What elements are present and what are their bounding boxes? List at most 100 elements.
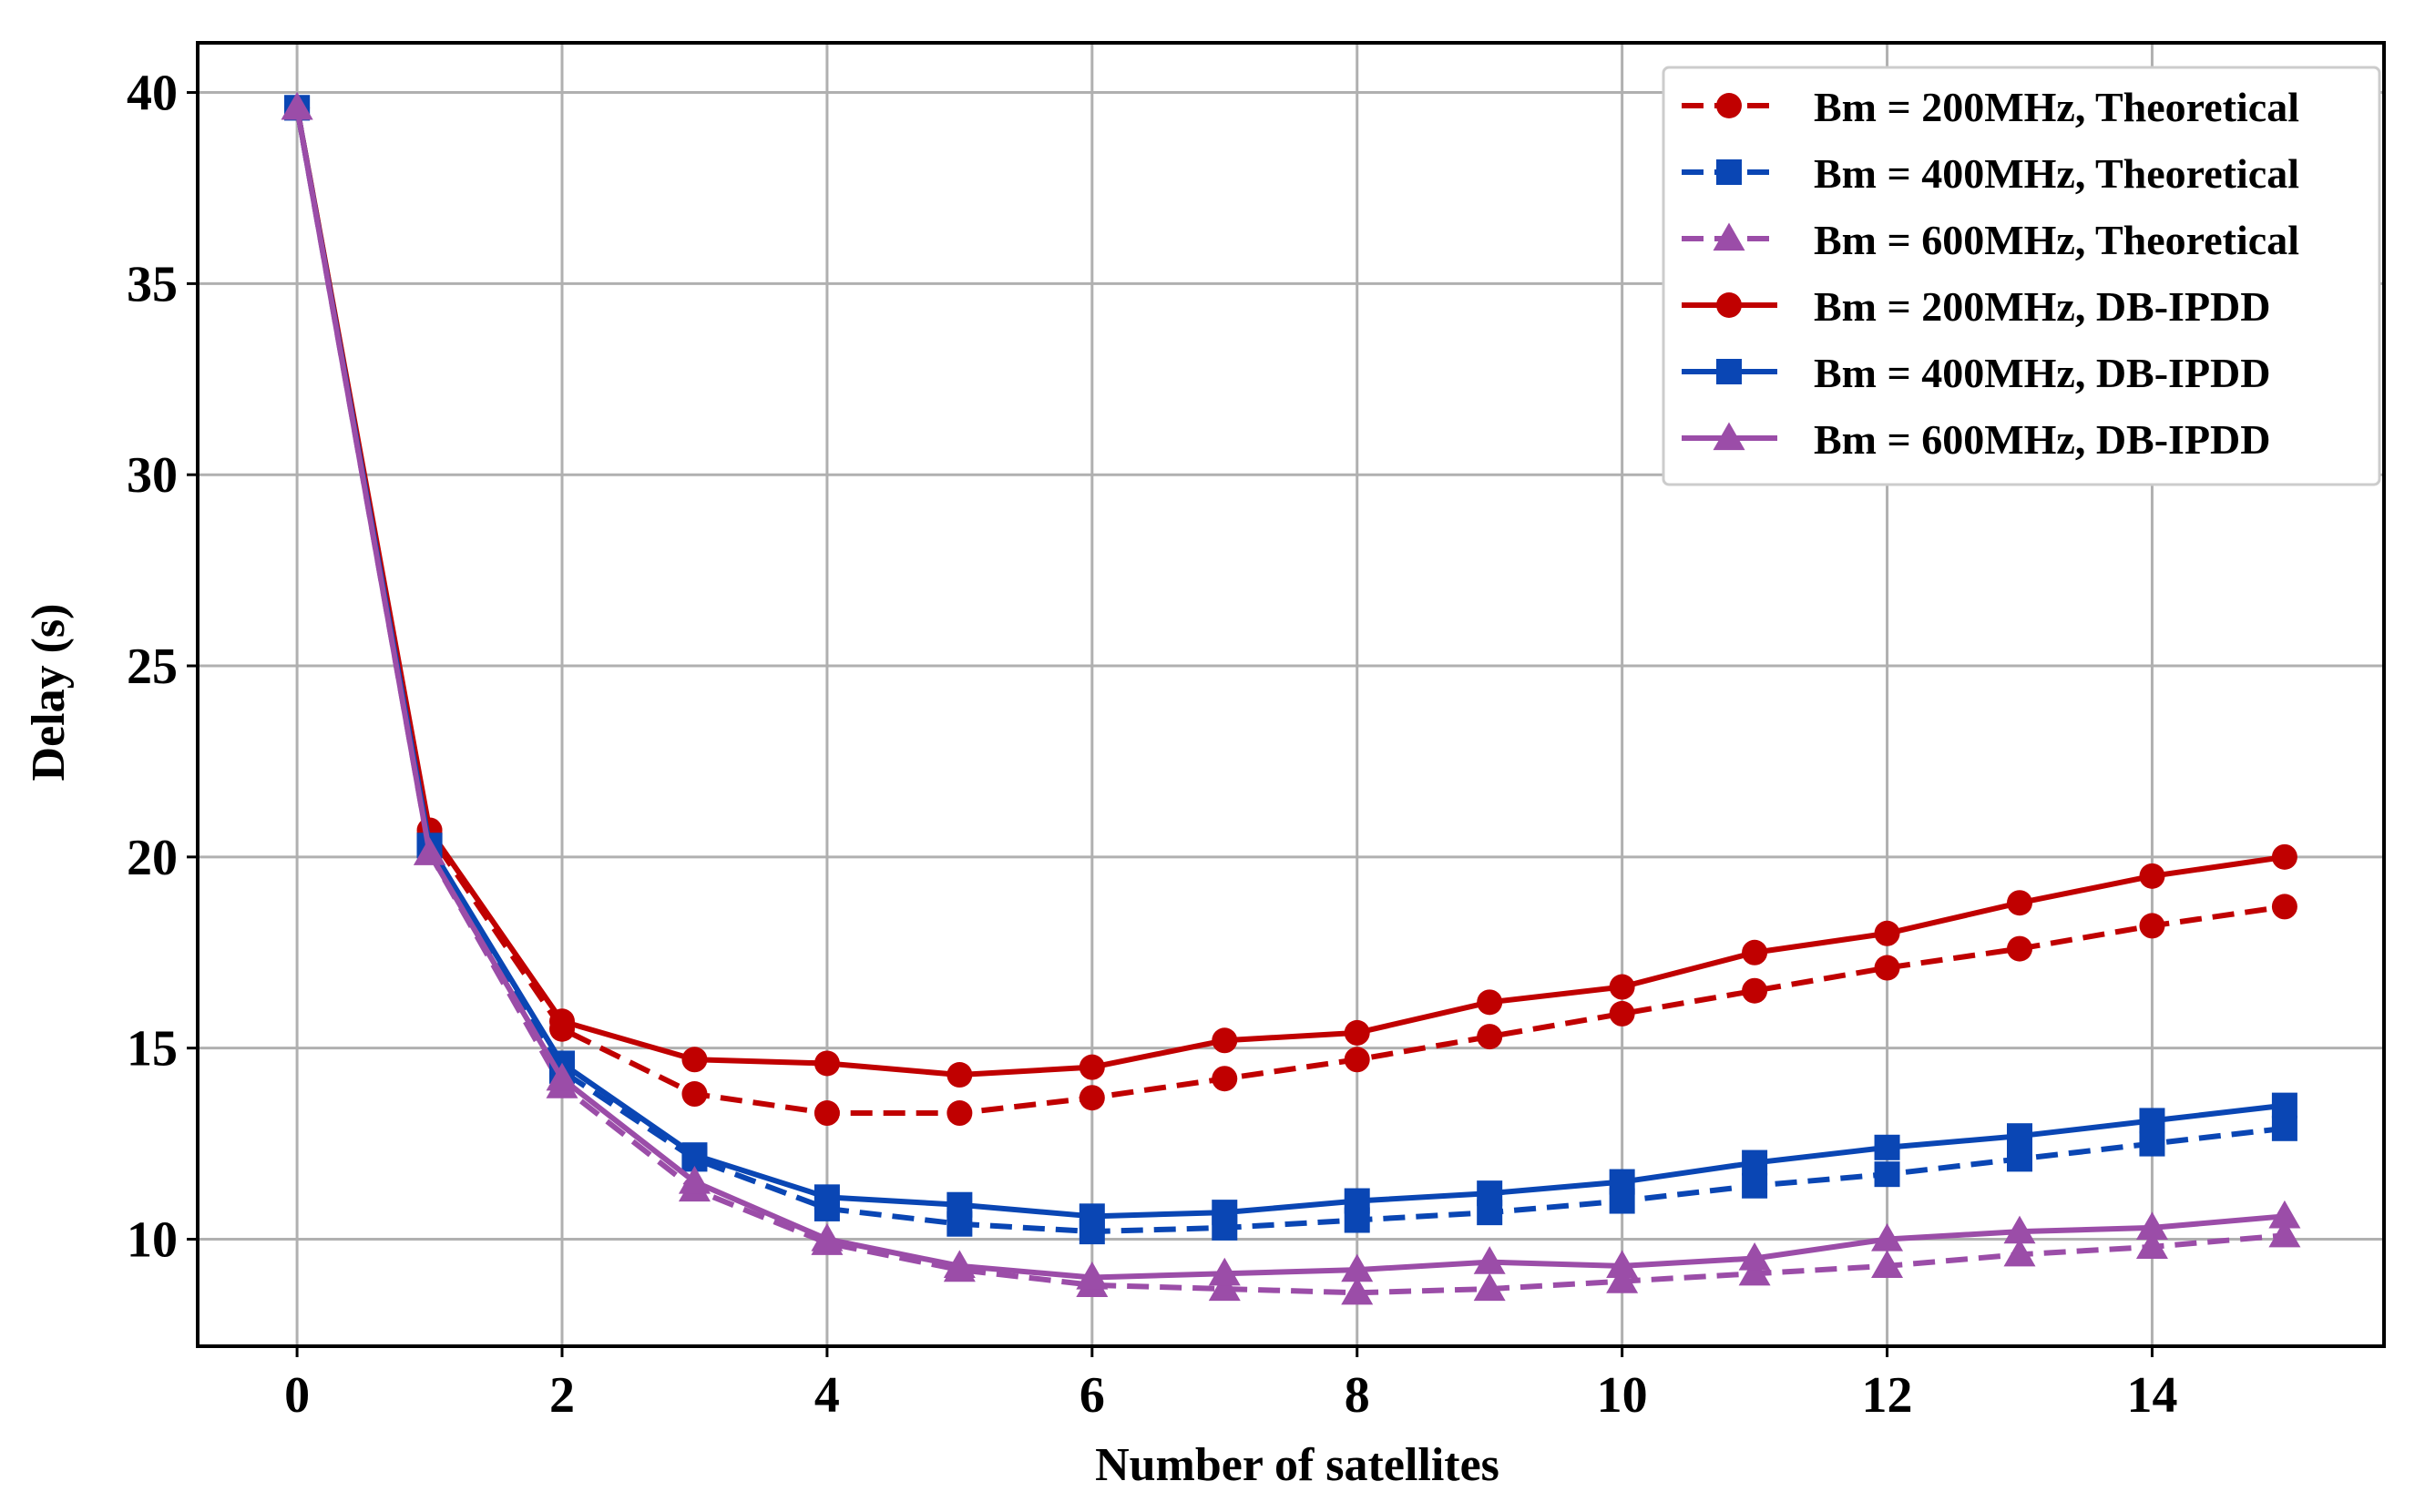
data-point-triangle (1871, 1222, 1904, 1251)
legend-entry: Bm = 600MHz, DB-IPDD (1682, 416, 2271, 463)
data-point-circle (1344, 1047, 1370, 1073)
data-point-triangle (1713, 222, 1745, 251)
y-tick-label: 30 (127, 447, 178, 504)
data-point-circle (2007, 935, 2032, 962)
x-axis-label: Number of satellites (1095, 1439, 1499, 1491)
legend-entry: Bm = 200MHz, DB-IPDD (1682, 283, 2271, 330)
x-tick-label: 12 (1862, 1367, 1913, 1424)
data-point-triangle (2135, 1231, 2168, 1260)
y-tick-label: 15 (127, 1021, 178, 1078)
legend-label: Bm = 200MHz, Theoretical (1814, 84, 2299, 130)
data-point-square (1742, 1149, 1768, 1176)
series-line (294, 107, 2286, 1296)
x-tick-label: 0 (284, 1367, 310, 1424)
y-tick-label: 20 (127, 830, 178, 886)
series-line (294, 107, 2286, 1235)
y-tick-label: 25 (127, 639, 178, 695)
data-point-circle (1609, 1000, 1635, 1027)
data-point-circle (1079, 1054, 1105, 1080)
y-tick-label: 10 (127, 1211, 178, 1268)
series-line (294, 107, 2286, 1281)
data-point-triangle (2135, 1211, 2168, 1241)
data-point-triangle (1606, 1250, 1639, 1278)
legend-entry: Bm = 400MHz, DB-IPDD (1682, 350, 2271, 396)
data-point-circle (549, 1008, 575, 1035)
x-tick-label: 14 (2126, 1367, 2177, 1424)
data-point-circle (2271, 894, 2297, 920)
legend-entry: Bm = 600MHz, Theoretical (1682, 217, 2299, 263)
data-point-triangle (678, 1166, 711, 1194)
data-point-square (2139, 1130, 2165, 1157)
x-tick-label: 2 (549, 1367, 575, 1424)
data-point-circle (1874, 955, 1900, 981)
data-point-square (2139, 1108, 2165, 1134)
data-point-circle (1477, 989, 1503, 1016)
series-line (294, 107, 2286, 1117)
data-point-square (1344, 1188, 1370, 1214)
data-point-square (1874, 1134, 1900, 1160)
data-point-triangle (546, 1062, 578, 1091)
data-point-triangle (1738, 1257, 1771, 1286)
legend-label: Bm = 600MHz, Theoretical (1814, 217, 2299, 263)
data-point-square (2271, 1092, 2297, 1119)
y-tick-label: 35 (127, 256, 178, 312)
data-point-triangle (1208, 1257, 1241, 1286)
data-point-circle (1079, 1085, 1105, 1111)
data-point-square (1716, 359, 1742, 384)
data-point-triangle (1341, 1276, 1374, 1305)
series-line (294, 107, 2286, 1220)
data-point-triangle (1473, 1246, 1506, 1274)
legend: Bm = 200MHz, Theoretical Bm = 400MHz, The… (1662, 66, 2381, 486)
plot-frame (196, 41, 2386, 1348)
data-point-circle (1716, 292, 1742, 318)
data-point-circle (1212, 1066, 1238, 1092)
data-point-circle (1742, 977, 1768, 1004)
data-point-triangle (1606, 1265, 1639, 1293)
data-point-square (1874, 1161, 1900, 1188)
legend-label: Bm = 400MHz, DB-IPDD (1814, 350, 2271, 396)
x-tick-label: 10 (1597, 1367, 1648, 1424)
data-point-square (1716, 159, 1742, 185)
data-point-square (813, 1184, 840, 1211)
data-point-triangle (1208, 1272, 1241, 1302)
data-point-circle (813, 1100, 840, 1127)
data-point-triangle (1473, 1272, 1506, 1302)
data-point-circle (1212, 1027, 1238, 1054)
data-point-triangle (1871, 1250, 1904, 1278)
series-group (281, 91, 2301, 1305)
data-point-triangle (414, 837, 446, 865)
data-point-circle (2271, 843, 2297, 870)
data-point-triangle (281, 91, 313, 120)
series-4 (284, 95, 2297, 1088)
data-point-square (2007, 1123, 2032, 1149)
series-1 (284, 95, 2297, 1127)
data-point-circle (946, 1062, 973, 1088)
data-point-circle (681, 1047, 708, 1073)
data-point-circle (946, 1100, 973, 1127)
y-axis-label: Delay (s) (23, 604, 75, 782)
data-point-square (681, 1142, 708, 1169)
data-point-triangle (1076, 1261, 1109, 1290)
data-point-circle (1874, 920, 1900, 946)
data-point-square (2007, 1146, 2032, 1172)
data-point-triangle (943, 1250, 976, 1278)
data-point-circle (1716, 93, 1742, 118)
axis-ticks: 0 2 4 6 8 10 12 14 10 15 20 25 30 35 40 (127, 66, 2177, 1424)
x-tick-label: 4 (814, 1367, 840, 1424)
data-point-square (1609, 1169, 1635, 1195)
data-point-circle (1344, 1019, 1370, 1046)
data-point-circle (2007, 890, 2032, 916)
data-point-circle (1609, 974, 1635, 1000)
legend-entry: Bm = 200MHz, Theoretical (1682, 84, 2299, 130)
data-point-circle (2139, 913, 2165, 939)
data-point-circle (813, 1050, 840, 1077)
data-point-triangle (1713, 422, 1745, 451)
data-point-square (1079, 1203, 1105, 1230)
series-6 (281, 91, 2301, 1290)
data-point-triangle (1738, 1241, 1771, 1271)
x-tick-label: 8 (1345, 1367, 1370, 1424)
data-point-triangle (2003, 1215, 2036, 1244)
data-point-square (2271, 1115, 2297, 1141)
